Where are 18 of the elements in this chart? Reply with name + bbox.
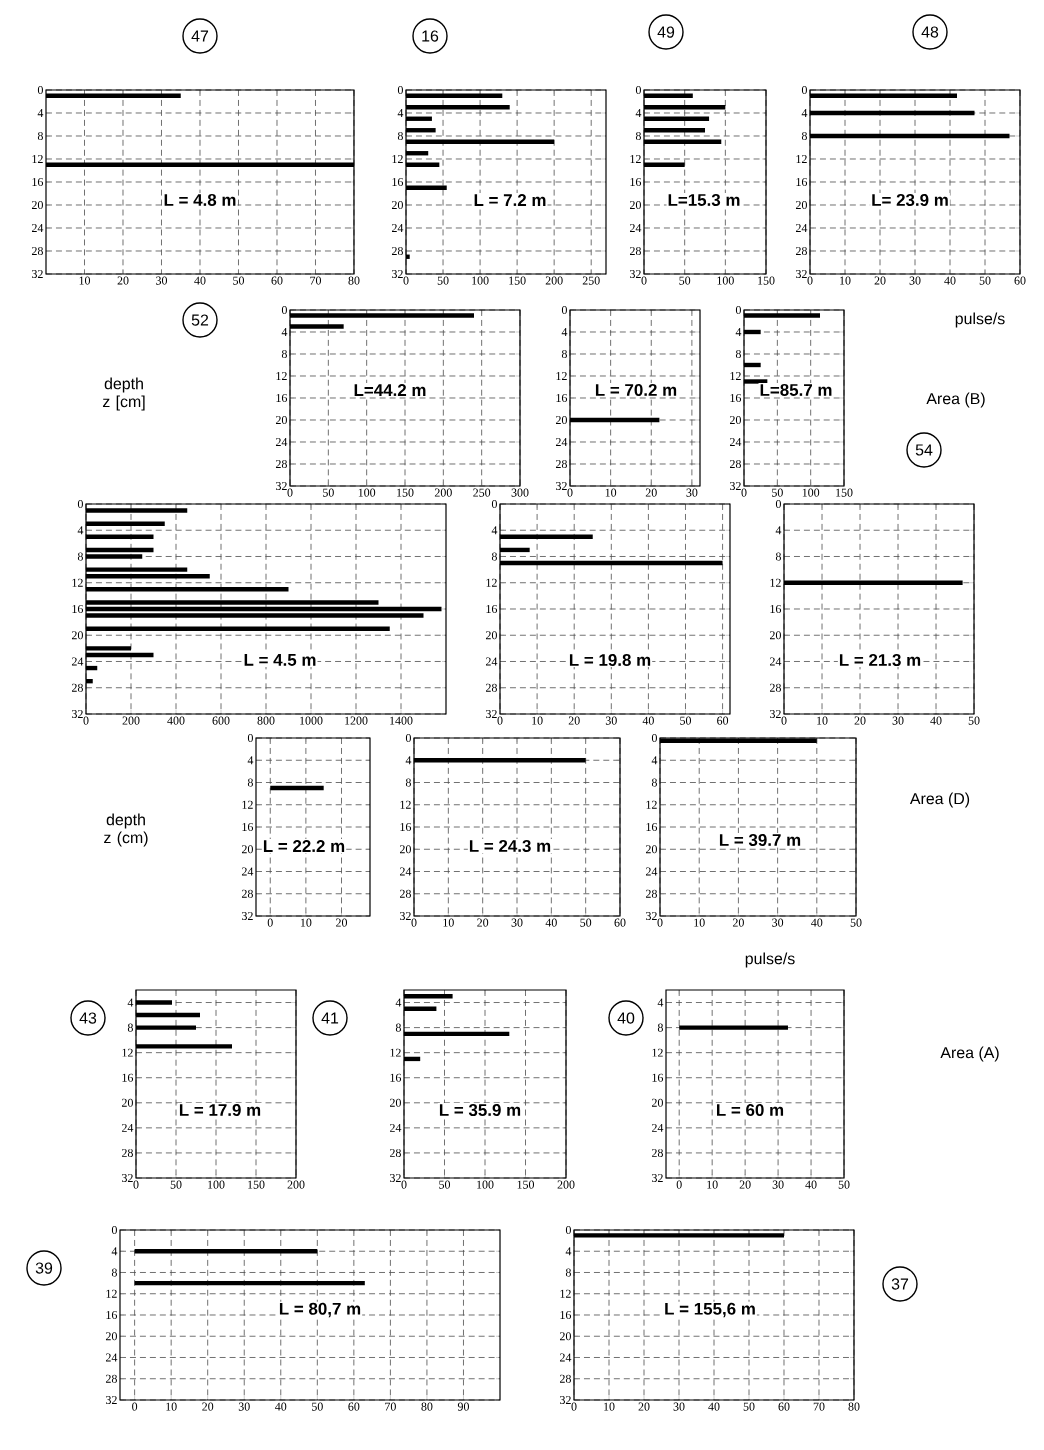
annotation: L = 80,7 m bbox=[279, 1302, 361, 1318]
annotation: L = 70.2 m bbox=[595, 384, 677, 396]
annotation: L = 21.3 m bbox=[839, 654, 921, 667]
annotation: L = 19.8 m bbox=[569, 654, 651, 666]
annotation: L= 23.9 m bbox=[872, 193, 948, 206]
annotation: L = 155,6 m bbox=[665, 1302, 755, 1318]
annotation: L=15.3 m bbox=[668, 193, 740, 206]
annotation: L = 17.9 m bbox=[179, 1104, 261, 1116]
annotation: L = 7.2 m bbox=[474, 194, 546, 206]
annotation: L = 22.2 m bbox=[263, 840, 345, 852]
annotation: L=85.7 m bbox=[760, 384, 832, 396]
annotation: L = 60 m bbox=[717, 1104, 784, 1116]
annotation: L = 24.3 m bbox=[469, 840, 551, 852]
annotation: L = 4.8 m bbox=[164, 194, 236, 206]
annotation: L = 39.7 m bbox=[719, 834, 801, 846]
annotation: L = 4.5 m bbox=[244, 654, 316, 666]
annotation: L = 35.9 m bbox=[439, 1104, 521, 1116]
annotation: L=44.2 m bbox=[354, 384, 426, 396]
